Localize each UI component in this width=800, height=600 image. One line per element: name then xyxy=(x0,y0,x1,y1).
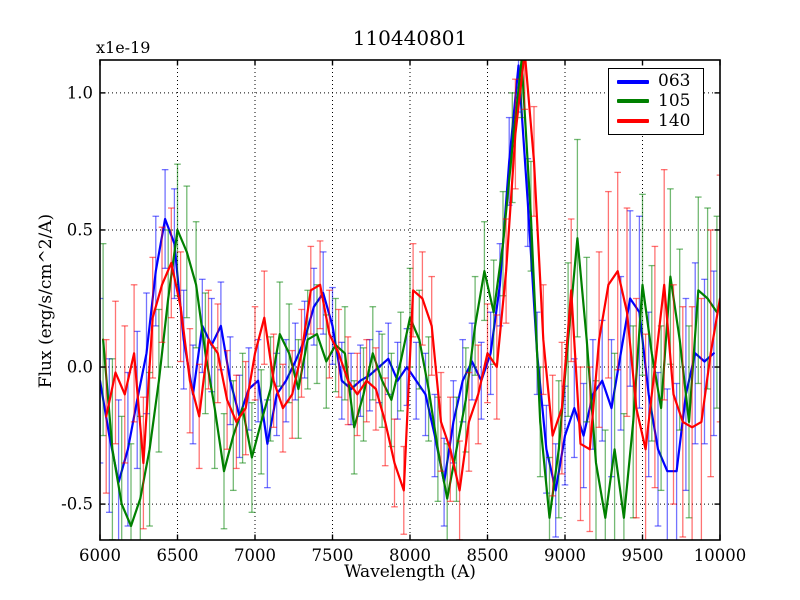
x-tick-label: 8500 xyxy=(467,546,509,565)
plot-title: 110440801 xyxy=(352,26,468,50)
y-axis-label: Flux (erg/s/cm^2/A) xyxy=(36,213,56,389)
legend-label: 105 xyxy=(658,90,691,111)
x-tick-label: 9500 xyxy=(622,546,664,565)
tick-marks xyxy=(99,60,721,540)
x-tick-label: 6500 xyxy=(157,546,199,565)
legend: 063 105 140 xyxy=(608,68,704,135)
legend-line-sample-green xyxy=(617,99,649,104)
series-140 xyxy=(102,60,720,540)
y-tick-label: 0.0 xyxy=(67,358,93,377)
x-tick-label: 7000 xyxy=(234,546,276,565)
legend-item-105: 105 xyxy=(617,90,697,111)
legend-line-sample-red xyxy=(617,119,649,124)
legend-label: 063 xyxy=(658,71,691,92)
x-tick-label: 6000 xyxy=(79,546,121,565)
legend-line-sample-blue xyxy=(617,79,649,84)
spectrum-line-140 xyxy=(105,60,720,492)
x-tick-label: 8000 xyxy=(389,546,431,565)
spectrum-line-105 xyxy=(102,60,718,528)
tick-labels: 6000 6500 7000 7500 8000 8500 9000 9500 10000 -0.… xyxy=(61,83,746,565)
legend-item-063: 063 xyxy=(617,73,697,90)
x-tick-label: 7500 xyxy=(312,546,354,565)
legend-item-140: 140 xyxy=(617,110,697,131)
x-tick-label: 10000 xyxy=(694,546,747,565)
x-axis-label: Wavelength (A) xyxy=(344,562,476,582)
y-tick-label: -0.5 xyxy=(61,495,93,514)
x-tick-label: 9000 xyxy=(544,546,586,565)
y-axis-offset-factor: x1e-19 xyxy=(96,38,151,57)
y-tick-label: 0.5 xyxy=(67,220,93,239)
plot-area xyxy=(100,60,720,540)
y-tick-label: 1.0 xyxy=(67,83,93,102)
legend-label: 140 xyxy=(658,110,691,131)
